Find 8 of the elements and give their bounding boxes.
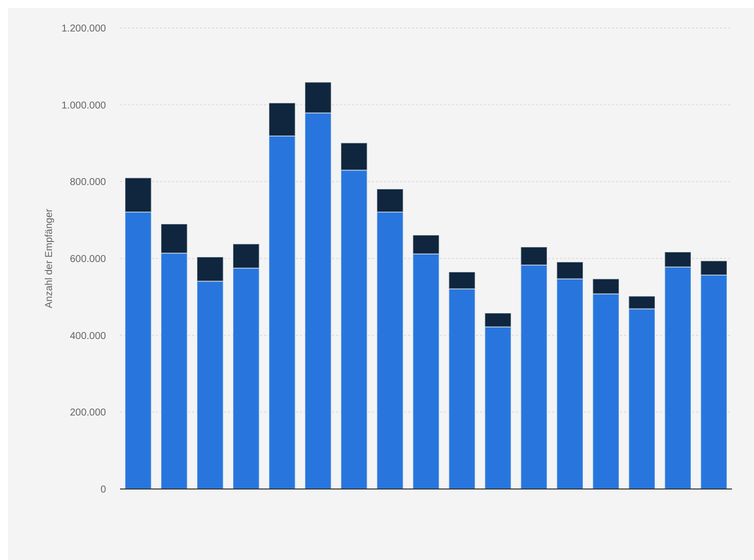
y-tick-label: 800.000 (70, 177, 106, 188)
y-tick-label: 600.000 (70, 254, 106, 265)
y-tick-label: 1.200.000 (62, 24, 106, 34)
y-tick-label: 1.000.000 (62, 100, 106, 112)
y-tick-label: 400.000 (70, 330, 106, 342)
y-axis-title: Anzahl der Empfänger (44, 208, 55, 308)
y-tick-label: 0 (100, 484, 106, 496)
y-tick-label: 200.000 (70, 408, 106, 419)
